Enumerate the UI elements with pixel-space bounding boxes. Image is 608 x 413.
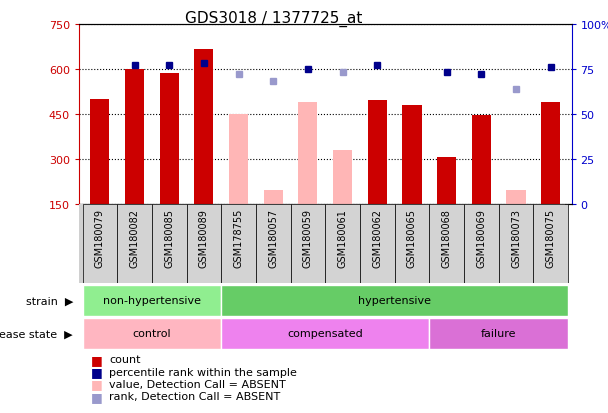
Text: value, Detection Call = ABSENT: value, Detection Call = ABSENT (109, 379, 286, 389)
Bar (152, 204, 187, 283)
Bar (429, 204, 464, 283)
Bar (91, 100, 109, 204)
Bar (229, 114, 248, 204)
Bar (264, 191, 283, 204)
Bar (83, 204, 117, 283)
Text: control: control (133, 328, 171, 339)
Bar (221, 318, 429, 349)
Bar (221, 285, 568, 316)
Text: ■: ■ (91, 365, 103, 378)
Text: GSM180068: GSM180068 (441, 208, 452, 267)
Bar (291, 204, 325, 283)
Text: GSM180075: GSM180075 (546, 208, 556, 267)
Bar (395, 204, 429, 283)
Bar (125, 70, 144, 204)
Bar (83, 285, 221, 316)
Text: GSM180059: GSM180059 (303, 208, 313, 267)
Text: GSM178755: GSM178755 (233, 208, 244, 268)
Bar (499, 204, 533, 283)
Text: failure: failure (481, 328, 516, 339)
Bar (195, 50, 213, 204)
Bar (325, 204, 360, 283)
Bar (360, 204, 395, 283)
Text: count: count (109, 354, 141, 364)
Bar (333, 150, 352, 204)
Bar (464, 204, 499, 283)
Text: GDS3018 / 1377725_at: GDS3018 / 1377725_at (185, 10, 362, 26)
Text: GSM180057: GSM180057 (268, 208, 278, 267)
Bar (541, 102, 560, 204)
Text: GSM180061: GSM180061 (337, 208, 348, 267)
Text: GSM180085: GSM180085 (164, 208, 174, 267)
Bar (256, 204, 291, 283)
Text: strain  ▶: strain ▶ (26, 295, 73, 306)
Bar (429, 318, 568, 349)
Bar (437, 158, 456, 204)
Bar (221, 204, 256, 283)
Text: GSM180079: GSM180079 (95, 208, 105, 267)
Bar (533, 204, 568, 283)
Text: GSM180062: GSM180062 (372, 208, 382, 267)
Text: percentile rank within the sample: percentile rank within the sample (109, 367, 297, 377)
Bar (506, 191, 525, 204)
Text: non-hypertensive: non-hypertensive (103, 295, 201, 306)
Text: GSM180089: GSM180089 (199, 208, 209, 267)
Text: rank, Detection Call = ABSENT: rank, Detection Call = ABSENT (109, 392, 281, 401)
Text: ■: ■ (91, 390, 103, 403)
Bar (117, 204, 152, 283)
Bar (368, 101, 387, 204)
Bar (187, 204, 221, 283)
Text: GSM180073: GSM180073 (511, 208, 521, 267)
Bar (160, 74, 179, 204)
Bar (402, 106, 421, 204)
Text: ■: ■ (91, 377, 103, 391)
Text: disease state  ▶: disease state ▶ (0, 328, 73, 339)
Bar (83, 318, 221, 349)
Text: GSM180065: GSM180065 (407, 208, 417, 267)
Text: ■: ■ (91, 353, 103, 366)
Text: GSM180082: GSM180082 (130, 208, 139, 267)
Text: hypertensive: hypertensive (358, 295, 431, 306)
Text: compensated: compensated (288, 328, 363, 339)
Bar (299, 102, 317, 204)
Bar (472, 116, 491, 204)
Text: GSM180069: GSM180069 (476, 208, 486, 267)
